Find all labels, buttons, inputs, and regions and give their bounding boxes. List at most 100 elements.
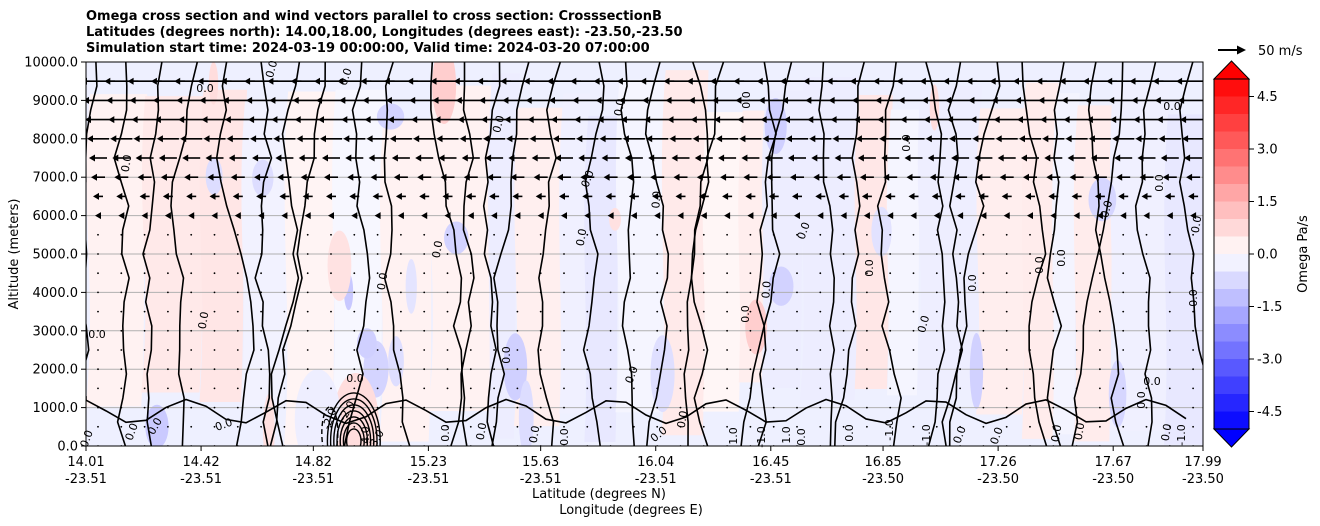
wind-vector-head-174 bbox=[786, 135, 792, 143]
wind-vector-532 bbox=[190, 291, 193, 294]
wind-vector-486 bbox=[236, 272, 239, 275]
wind-vector-560 bbox=[842, 291, 845, 294]
wind-vector-head-88 bbox=[1015, 96, 1021, 104]
wind-vector-393 bbox=[306, 233, 309, 236]
wind-vector-793 bbox=[679, 387, 682, 390]
wind-vector-458 bbox=[702, 253, 705, 255]
wind-vector-388 bbox=[190, 233, 193, 236]
wind-vector-818 bbox=[143, 406, 146, 409]
wind-vector-head-268 bbox=[743, 173, 750, 181]
wind-vector-428 bbox=[1122, 233, 1125, 236]
wind-vector-689 bbox=[493, 349, 495, 351]
wind-vector-head-234 bbox=[1067, 154, 1074, 162]
x-tick-lon-6: -23.51 bbox=[750, 472, 792, 487]
wind-vector-head-133 bbox=[947, 116, 954, 124]
wind-vector-712 bbox=[1029, 349, 1031, 351]
wind-vector-head-233 bbox=[1044, 154, 1051, 162]
wind-vector-head-71 bbox=[618, 96, 625, 104]
wind-vector-537 bbox=[306, 291, 309, 294]
wind-vector-834 bbox=[516, 406, 519, 409]
wind-vector-head-67 bbox=[525, 96, 532, 104]
wind-vector-head-159 bbox=[436, 135, 443, 143]
wind-vector-head-272 bbox=[836, 173, 843, 181]
wind-vector-836 bbox=[563, 406, 565, 409]
wind-vector-595 bbox=[539, 310, 542, 313]
wind-vector-468 bbox=[935, 253, 938, 255]
wind-vector-425 bbox=[1052, 233, 1055, 236]
wind-vector-head-19 bbox=[523, 77, 530, 85]
wind-vector-529 bbox=[120, 291, 123, 294]
wind-vector-514 bbox=[889, 272, 892, 275]
wind-vector-head-81 bbox=[851, 96, 858, 104]
contour-label-12: 0.0 bbox=[612, 98, 628, 117]
wind-vector-head-290 bbox=[139, 192, 146, 200]
wind-vector-875 bbox=[353, 425, 356, 428]
wind-vector-head-294 bbox=[232, 192, 239, 200]
wind-vector-head-109 bbox=[387, 116, 394, 124]
wind-vector-head-83 bbox=[898, 96, 905, 104]
wind-vector-796 bbox=[749, 387, 752, 390]
wind-vector-572 bbox=[1122, 291, 1125, 294]
wind-vector-552 bbox=[656, 291, 659, 294]
contour-line-7 bbox=[269, 62, 326, 446]
wind-vector-head-217 bbox=[671, 154, 678, 162]
wind-vector-head-99 bbox=[154, 116, 161, 124]
omega-band-3 bbox=[241, 99, 291, 406]
wind-vector-624 bbox=[97, 329, 99, 332]
wind-vector-610 bbox=[889, 310, 892, 313]
wind-vector-head-58 bbox=[316, 96, 322, 104]
wind-vector-799 bbox=[819, 387, 822, 390]
wind-vector-head-256 bbox=[463, 173, 470, 181]
colorbar-tick-label-6: 4.5 bbox=[1257, 90, 1278, 105]
wind-vector-785 bbox=[493, 387, 495, 390]
wind-vector-659 bbox=[912, 329, 915, 332]
wind-vector-580 bbox=[190, 310, 193, 313]
wind-vector-802 bbox=[889, 387, 892, 390]
quiver-key: 50 m/s bbox=[1218, 44, 1303, 59]
contour-label-bottom-6: 0.0 bbox=[527, 425, 543, 444]
wind-vector-843 bbox=[726, 406, 728, 409]
contour-line-19 bbox=[690, 62, 725, 446]
wind-vector-513 bbox=[866, 272, 868, 275]
wind-vector-head-355 bbox=[537, 212, 544, 220]
wind-vector-399 bbox=[446, 233, 449, 236]
wind-vector-head-379 bbox=[1096, 212, 1103, 220]
wind-vector-862 bbox=[1168, 406, 1171, 409]
wind-vector-482 bbox=[143, 272, 146, 275]
wind-vector-432 bbox=[97, 253, 99, 255]
wind-vector-424 bbox=[1029, 233, 1031, 236]
wind-vector-745 bbox=[679, 368, 682, 371]
wind-vector-head-306 bbox=[512, 192, 519, 200]
wind-vector-603 bbox=[726, 310, 728, 313]
wind-vector-735 bbox=[446, 368, 449, 371]
wind-vector-809 bbox=[1052, 387, 1055, 390]
quiver-key-label: 50 m/s bbox=[1258, 44, 1303, 59]
wind-vector-831 bbox=[446, 406, 449, 409]
wind-vector-head-340 bbox=[188, 212, 195, 220]
wind-vector-612 bbox=[935, 310, 938, 313]
wind-vector-501 bbox=[586, 272, 589, 275]
wind-vector-710 bbox=[982, 349, 985, 351]
wind-vector-head-119 bbox=[620, 116, 627, 124]
wind-vector-head-311 bbox=[628, 192, 635, 200]
wind-vector-head-74 bbox=[688, 96, 695, 104]
contour-label-0: 0.0 bbox=[88, 328, 106, 341]
wind-vector-head-27 bbox=[710, 77, 717, 85]
wind-vector-477 bbox=[1145, 253, 1148, 255]
wind-vector-head-162 bbox=[506, 135, 513, 143]
wind-vector-head-49 bbox=[106, 96, 113, 104]
wind-vector-455 bbox=[633, 253, 635, 255]
wind-vector-451 bbox=[539, 253, 542, 255]
wind-vector-873 bbox=[306, 425, 309, 428]
colorbar-level-11 bbox=[1214, 271, 1249, 290]
wind-vector-head-371 bbox=[910, 212, 917, 220]
wind-vector-head-97 bbox=[108, 116, 115, 124]
wind-vector-904 bbox=[1029, 425, 1031, 428]
wind-vector-head-241 bbox=[114, 173, 121, 181]
x-tick-lat-3: 15.23 bbox=[410, 455, 447, 470]
wind-vector-758 bbox=[982, 368, 985, 371]
x-tick-lat-4: 15.63 bbox=[522, 455, 559, 470]
wind-vector-head-24 bbox=[640, 77, 647, 85]
wind-vector-head-126 bbox=[784, 116, 790, 124]
wind-vector-head-199 bbox=[252, 154, 259, 162]
